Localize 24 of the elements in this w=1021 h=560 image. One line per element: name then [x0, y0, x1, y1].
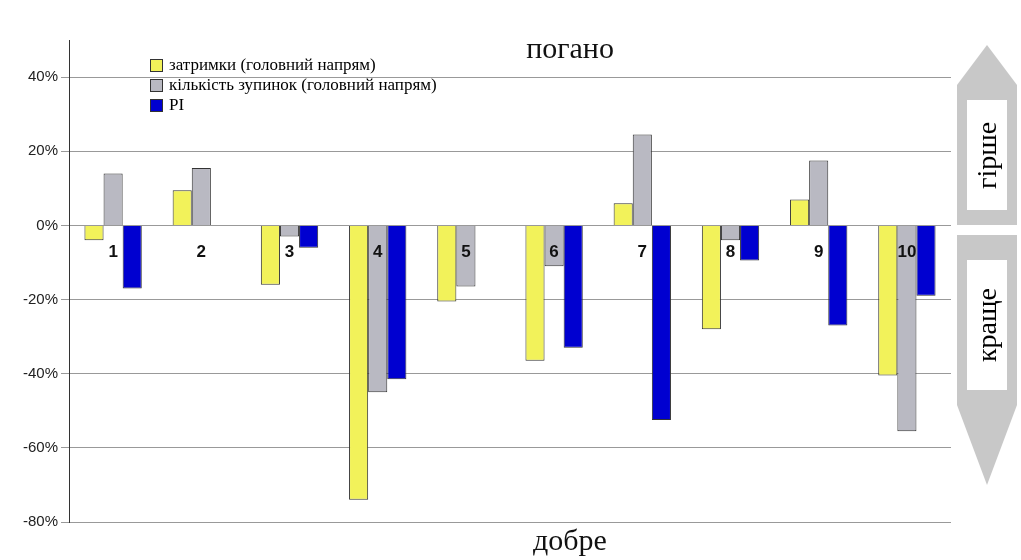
x-tick-label: 4: [372, 241, 383, 261]
legend-label: затримки (головний напрям): [169, 55, 376, 75]
y-tick-label: -60%: [22, 437, 59, 455]
text: добре: [533, 522, 607, 556]
y-tick-label: -80%: [22, 512, 59, 530]
x-tick-label: 8: [725, 241, 736, 261]
text: краще: [967, 260, 1007, 390]
text: гірше: [967, 100, 1007, 210]
y-tick-label: -20%: [22, 289, 59, 307]
x-tick-label: 7: [637, 241, 648, 261]
y-tick-label: 0%: [36, 215, 59, 233]
y-tick-label: 40%: [27, 67, 59, 85]
legend-label: кількість зупинок (головний напрям): [169, 75, 437, 95]
x-tick-label: 9: [813, 241, 824, 261]
y-tick-label: 20%: [27, 141, 59, 159]
x-tick-label: 1: [108, 241, 118, 261]
x-tick-label: 3: [284, 241, 295, 261]
x-tick-label: 6: [549, 241, 559, 261]
x-tick-label: 5: [461, 241, 471, 261]
legend-label: PI: [169, 95, 185, 115]
x-tick-label: 2: [196, 241, 207, 261]
y-tick-label: -40%: [22, 363, 59, 381]
annotation: погано: [526, 30, 614, 64]
x-tick-label: 10: [897, 241, 917, 261]
